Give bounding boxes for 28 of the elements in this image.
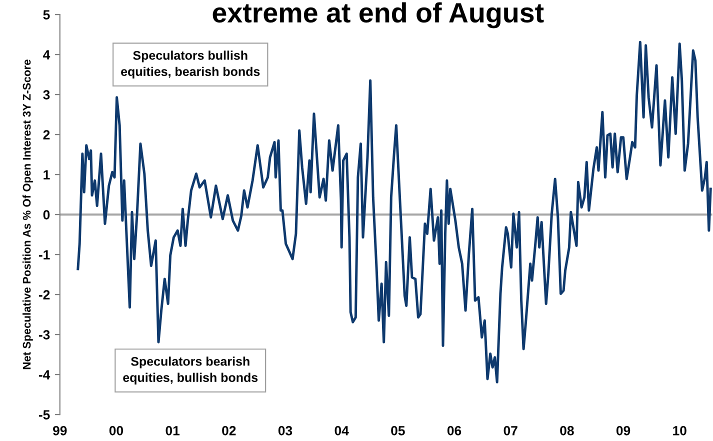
y-tick-label: -5 [38, 410, 50, 420]
x-tick-label: 99 [53, 426, 67, 436]
y-tick-label: 1 [44, 170, 50, 180]
y-tick-label: -4 [38, 370, 50, 380]
y-tick-label: -2 [38, 290, 50, 300]
x-tick-label: 10 [673, 426, 686, 436]
annotation: Speculators bullish equities, bearish bonds [121, 50, 260, 78]
y-tick-label: 0 [43, 210, 50, 220]
x-tick-label: 00 [109, 426, 124, 436]
chart-title: extreme at end of August [212, 2, 544, 28]
y-tick-label: 5 [43, 10, 50, 20]
x-tick-label: 07 [504, 426, 518, 436]
x-tick-label: 04 [334, 426, 349, 436]
y-axis-title: Net Speculative Position As % Of Open Interest 3Y Z-Score [22, 60, 33, 370]
x-tick-label: 02 [222, 426, 236, 436]
y-tick-label: 3 [43, 90, 50, 100]
x-tick-label: 01 [166, 426, 180, 436]
x-tick-label: 03 [278, 426, 292, 436]
line-series [76, 40, 712, 384]
x-tick-label: 05 [391, 426, 405, 436]
annotation: Speculators bearish equities, bullish bonds [123, 356, 258, 384]
y-tick-label: -3 [38, 330, 50, 340]
x-tick-label: 09 [616, 426, 630, 436]
y-tick-label: 4 [43, 50, 50, 60]
y-tick-label: 2 [43, 130, 50, 140]
y-tick-label: -1 [38, 250, 50, 260]
x-tick-label: 06 [447, 426, 462, 436]
x-tick-label: 08 [560, 426, 574, 436]
